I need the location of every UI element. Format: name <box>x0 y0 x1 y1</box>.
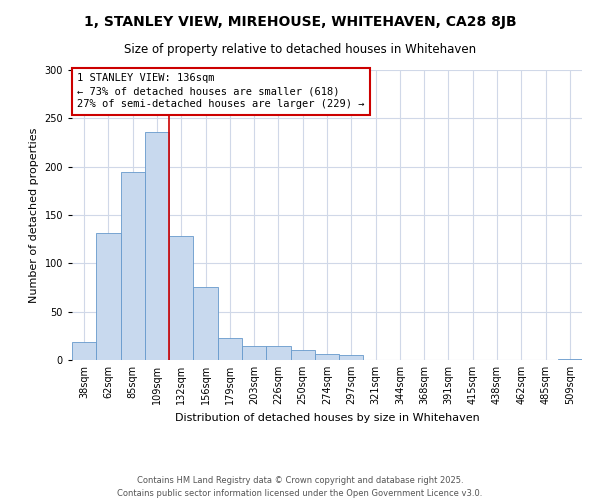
Bar <box>72 342 96 360</box>
Bar <box>315 354 339 360</box>
Bar <box>96 234 121 360</box>
Y-axis label: Number of detached properties: Number of detached properties <box>29 128 39 302</box>
Text: 1, STANLEY VIEW, MIREHOUSE, WHITEHAVEN, CA28 8JB: 1, STANLEY VIEW, MIREHOUSE, WHITEHAVEN, … <box>83 15 517 29</box>
Bar <box>121 172 145 360</box>
Bar <box>558 359 582 360</box>
Bar <box>193 286 218 360</box>
Bar <box>266 346 290 360</box>
Bar <box>218 338 242 360</box>
Bar <box>339 355 364 360</box>
Bar <box>290 350 315 360</box>
Text: 1 STANLEY VIEW: 136sqm
← 73% of detached houses are smaller (618)
27% of semi-de: 1 STANLEY VIEW: 136sqm ← 73% of detached… <box>77 73 365 110</box>
X-axis label: Distribution of detached houses by size in Whitehaven: Distribution of detached houses by size … <box>175 412 479 422</box>
Bar <box>145 132 169 360</box>
Text: Size of property relative to detached houses in Whitehaven: Size of property relative to detached ho… <box>124 42 476 56</box>
Text: Contains HM Land Registry data © Crown copyright and database right 2025.
Contai: Contains HM Land Registry data © Crown c… <box>118 476 482 498</box>
Bar <box>242 346 266 360</box>
Bar <box>169 236 193 360</box>
